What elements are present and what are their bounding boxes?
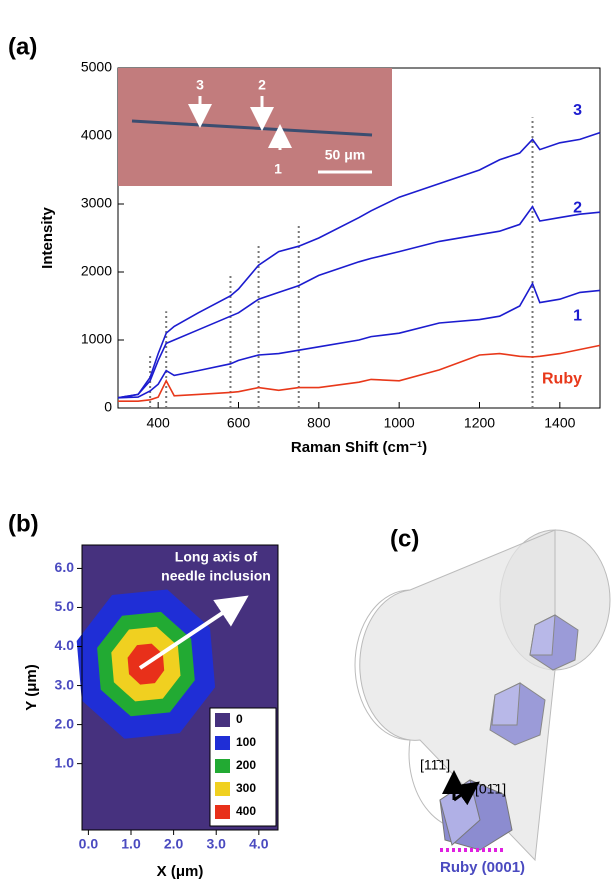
panel-b: (b) 1.0 2.0 3.0 4.0 5.0 6.0 0.0 1.0 2.0 3.0 4.0 X (μ…	[8, 510, 279, 880]
panel-label: (c)	[390, 525, 419, 552]
caption: Ruby (0001)	[440, 859, 525, 876]
x-tick-label: 1000	[384, 415, 415, 431]
y-tick-label: 0	[104, 399, 112, 415]
y-tick-label: 1.0	[55, 754, 75, 770]
series-line	[117, 131, 601, 399]
y-tick-label: 1000	[81, 331, 112, 347]
legend-swatch	[215, 782, 230, 796]
legend-swatch	[215, 759, 230, 773]
series-line	[118, 344, 601, 402]
y-tick-label: 3000	[81, 195, 112, 211]
legend-label: 100	[236, 735, 256, 749]
x-axis-title: X (μm)	[157, 863, 204, 880]
y-tick-label: 2.0	[55, 715, 75, 731]
legend-label: 300	[236, 781, 256, 795]
panel-label: (b)	[8, 510, 39, 537]
x-tick-label: 1.0	[121, 836, 141, 852]
legend-swatch	[215, 736, 230, 750]
x-tick-label: 600	[227, 415, 251, 431]
panel-c: (c) [11̄1] [01̄1] Ruby (0001)	[354, 525, 611, 876]
plot-frame	[81, 544, 279, 831]
legend-label: 400	[236, 804, 256, 818]
y-tick-label: 2000	[81, 263, 112, 279]
legend-label: 0	[236, 712, 243, 726]
legend-label: 200	[236, 758, 256, 772]
x-tick-label: 1200	[464, 415, 495, 431]
y-axis-title: Intensity	[39, 207, 56, 269]
y-tick-label: 3.0	[55, 676, 75, 692]
annotation: needle inclusion	[161, 568, 271, 584]
axis-arrow	[138, 595, 249, 670]
series-label: 3	[573, 102, 582, 119]
series-line	[117, 205, 601, 399]
legend-swatch	[215, 713, 230, 727]
x-tick-label: 1400	[544, 415, 575, 431]
x-tick-label: 800	[307, 415, 331, 431]
y-tick-label: 5000	[81, 59, 112, 75]
y-tick-label: 4.0	[55, 637, 75, 653]
x-tick-label: 3.0	[206, 836, 226, 852]
y-tick-label: 5.0	[55, 598, 75, 614]
x-tick-label: 400	[146, 415, 170, 431]
panel-a: (a) 0 1000 2000 3000 4000 5000 400 600 800 1000 120…	[8, 33, 601, 456]
series-label: 1	[573, 308, 582, 325]
x-axis-title: Raman Shift (cm⁻¹)	[291, 439, 427, 456]
panel-label: (a)	[8, 33, 37, 60]
annotation: Long axis of	[175, 549, 258, 565]
legend-swatch	[215, 805, 230, 819]
inset-label: 1	[274, 161, 282, 177]
direction-label: [01̄1]	[475, 781, 506, 797]
direction-label: [11̄1]	[420, 757, 450, 773]
series-label: 2	[573, 199, 582, 216]
scale-bar-label: 50 μm	[325, 147, 365, 163]
x-tick-label: 4.0	[249, 836, 269, 852]
direction-arrow	[453, 781, 480, 806]
series-line	[117, 281, 601, 399]
y-tick-label: 4000	[81, 127, 112, 143]
y-tick-label: 6.0	[55, 559, 75, 575]
prism	[529, 614, 556, 656]
x-tick-label: 2.0	[164, 836, 184, 852]
series-label: Ruby	[542, 371, 582, 388]
inset-label: 2	[258, 77, 266, 93]
inset-label: 3	[196, 77, 204, 93]
x-tick-label: 0.0	[79, 836, 99, 852]
prism	[491, 682, 521, 726]
y-axis-title: Y (μm)	[23, 664, 40, 710]
